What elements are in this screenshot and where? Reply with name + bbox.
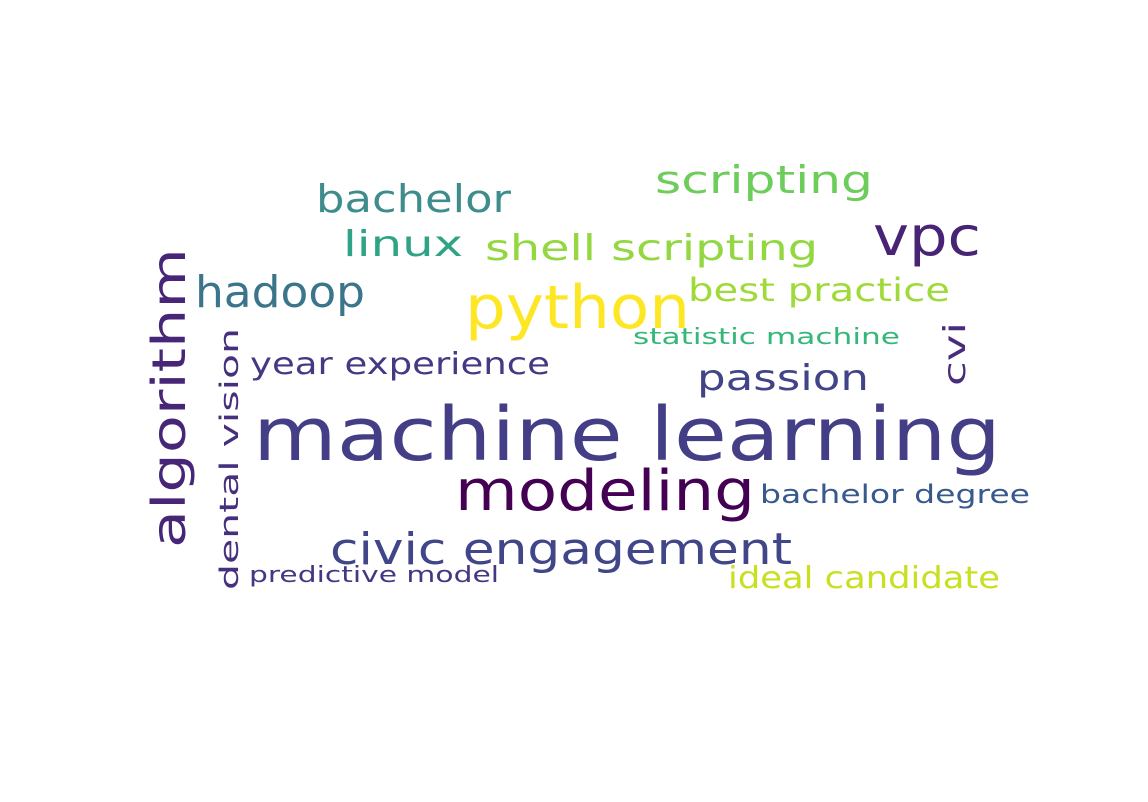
word-bachelor-degree: bachelor degree (760, 480, 1030, 510)
word-passion: passion (697, 358, 869, 399)
word-dental-vision: dental vision (215, 328, 245, 590)
word-modeling: modeling (455, 459, 755, 524)
word-civic-engagement: civic engagement (330, 524, 792, 575)
word-python: python (465, 273, 690, 343)
word-statistic-machine: statistic machine (633, 325, 900, 350)
word-best-practice: best practice (688, 271, 950, 309)
word-scripting: scripting (655, 158, 873, 202)
word-ideal-candidate: ideal candidate (728, 561, 1000, 596)
word-year-experience: year experience (250, 347, 550, 382)
word-linux: linux (343, 224, 463, 265)
word-cvi: cvi (938, 322, 973, 386)
word-hadoop: hadoop (195, 267, 365, 318)
word-vpc: vpc (873, 205, 981, 268)
word-shell-scripting: shell scripting (485, 228, 818, 269)
word-cloud-words: machine learning python modeling algorithm v… (142, 158, 1030, 596)
word-algorithm: algorithm (142, 248, 196, 548)
word-predictive-model: predictive model (249, 563, 499, 588)
word-machine-learning: machine learning (253, 392, 1001, 478)
word-bachelor: bachelor (316, 177, 511, 221)
